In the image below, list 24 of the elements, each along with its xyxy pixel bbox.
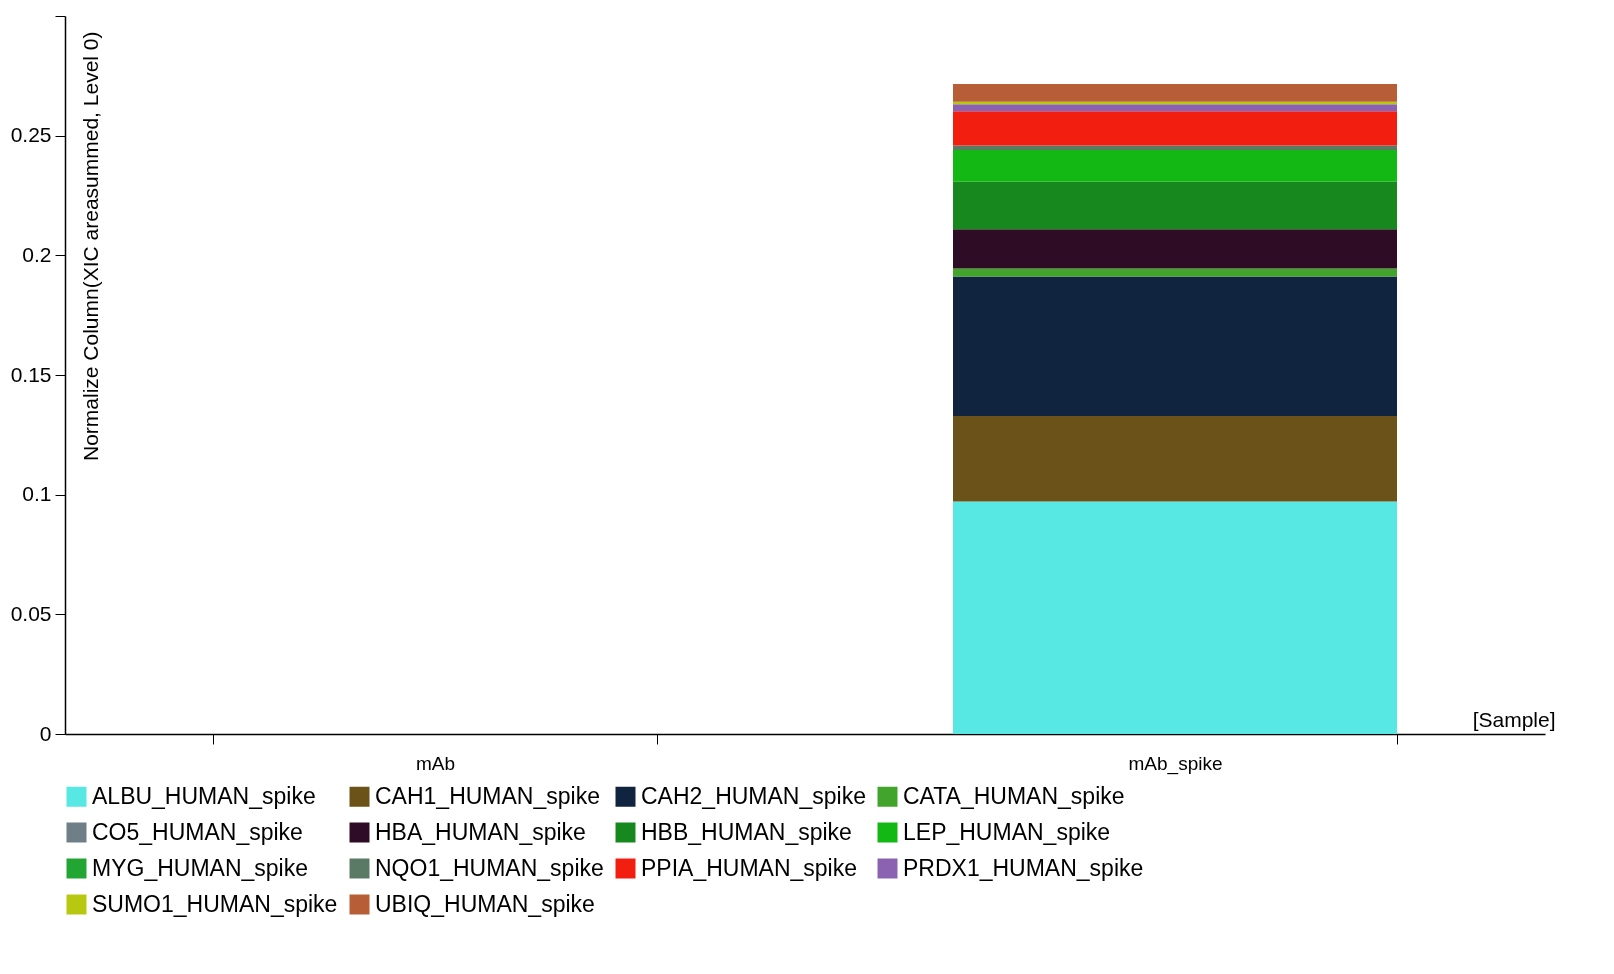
legend-label: HBB_HUMAN_spike [641,818,852,845]
legend-label: CAH2_HUMAN_spike [641,782,866,809]
legend-label: LEP_HUMAN_spike [903,818,1111,845]
legend-label: ALBU_HUMAN_spike [92,782,316,809]
legend-label: PRDX1_HUMAN_spike [903,854,1144,881]
legend-label: SUMO1_HUMAN_spike [92,890,338,917]
legend-label: CATA_HUMAN_spike [903,782,1125,809]
y-tick-label: 0.15 [10,362,52,386]
y-tick-label: 0 [39,721,52,745]
legend-label: PPIA_HUMAN_spike [641,854,858,881]
y-tick-label: 0.25 [10,123,52,147]
y-tick-label: 0.1 [22,482,52,506]
x-tick-label: mAb [415,752,456,774]
legend-label: HBA_HUMAN_spike [375,818,586,845]
legend-label: MYG_HUMAN_spike [92,854,308,881]
x-tick-label: mAb_spike [1128,752,1223,775]
y-tick-label: 0.2 [22,242,52,266]
y-axis-title: Normalize Column(XIC areasummed, Level 0) [78,31,102,461]
legend-label: NQO1_HUMAN_spike [375,854,604,881]
y-tick-label: 0.05 [10,601,52,625]
legend-label: CAH1_HUMAN_spike [375,782,600,809]
legend-label: CO5_HUMAN_spike [92,818,303,845]
legend-label: UBIQ_HUMAN_spike [375,890,595,917]
x-axis-title: [Sample] [1472,707,1556,731]
